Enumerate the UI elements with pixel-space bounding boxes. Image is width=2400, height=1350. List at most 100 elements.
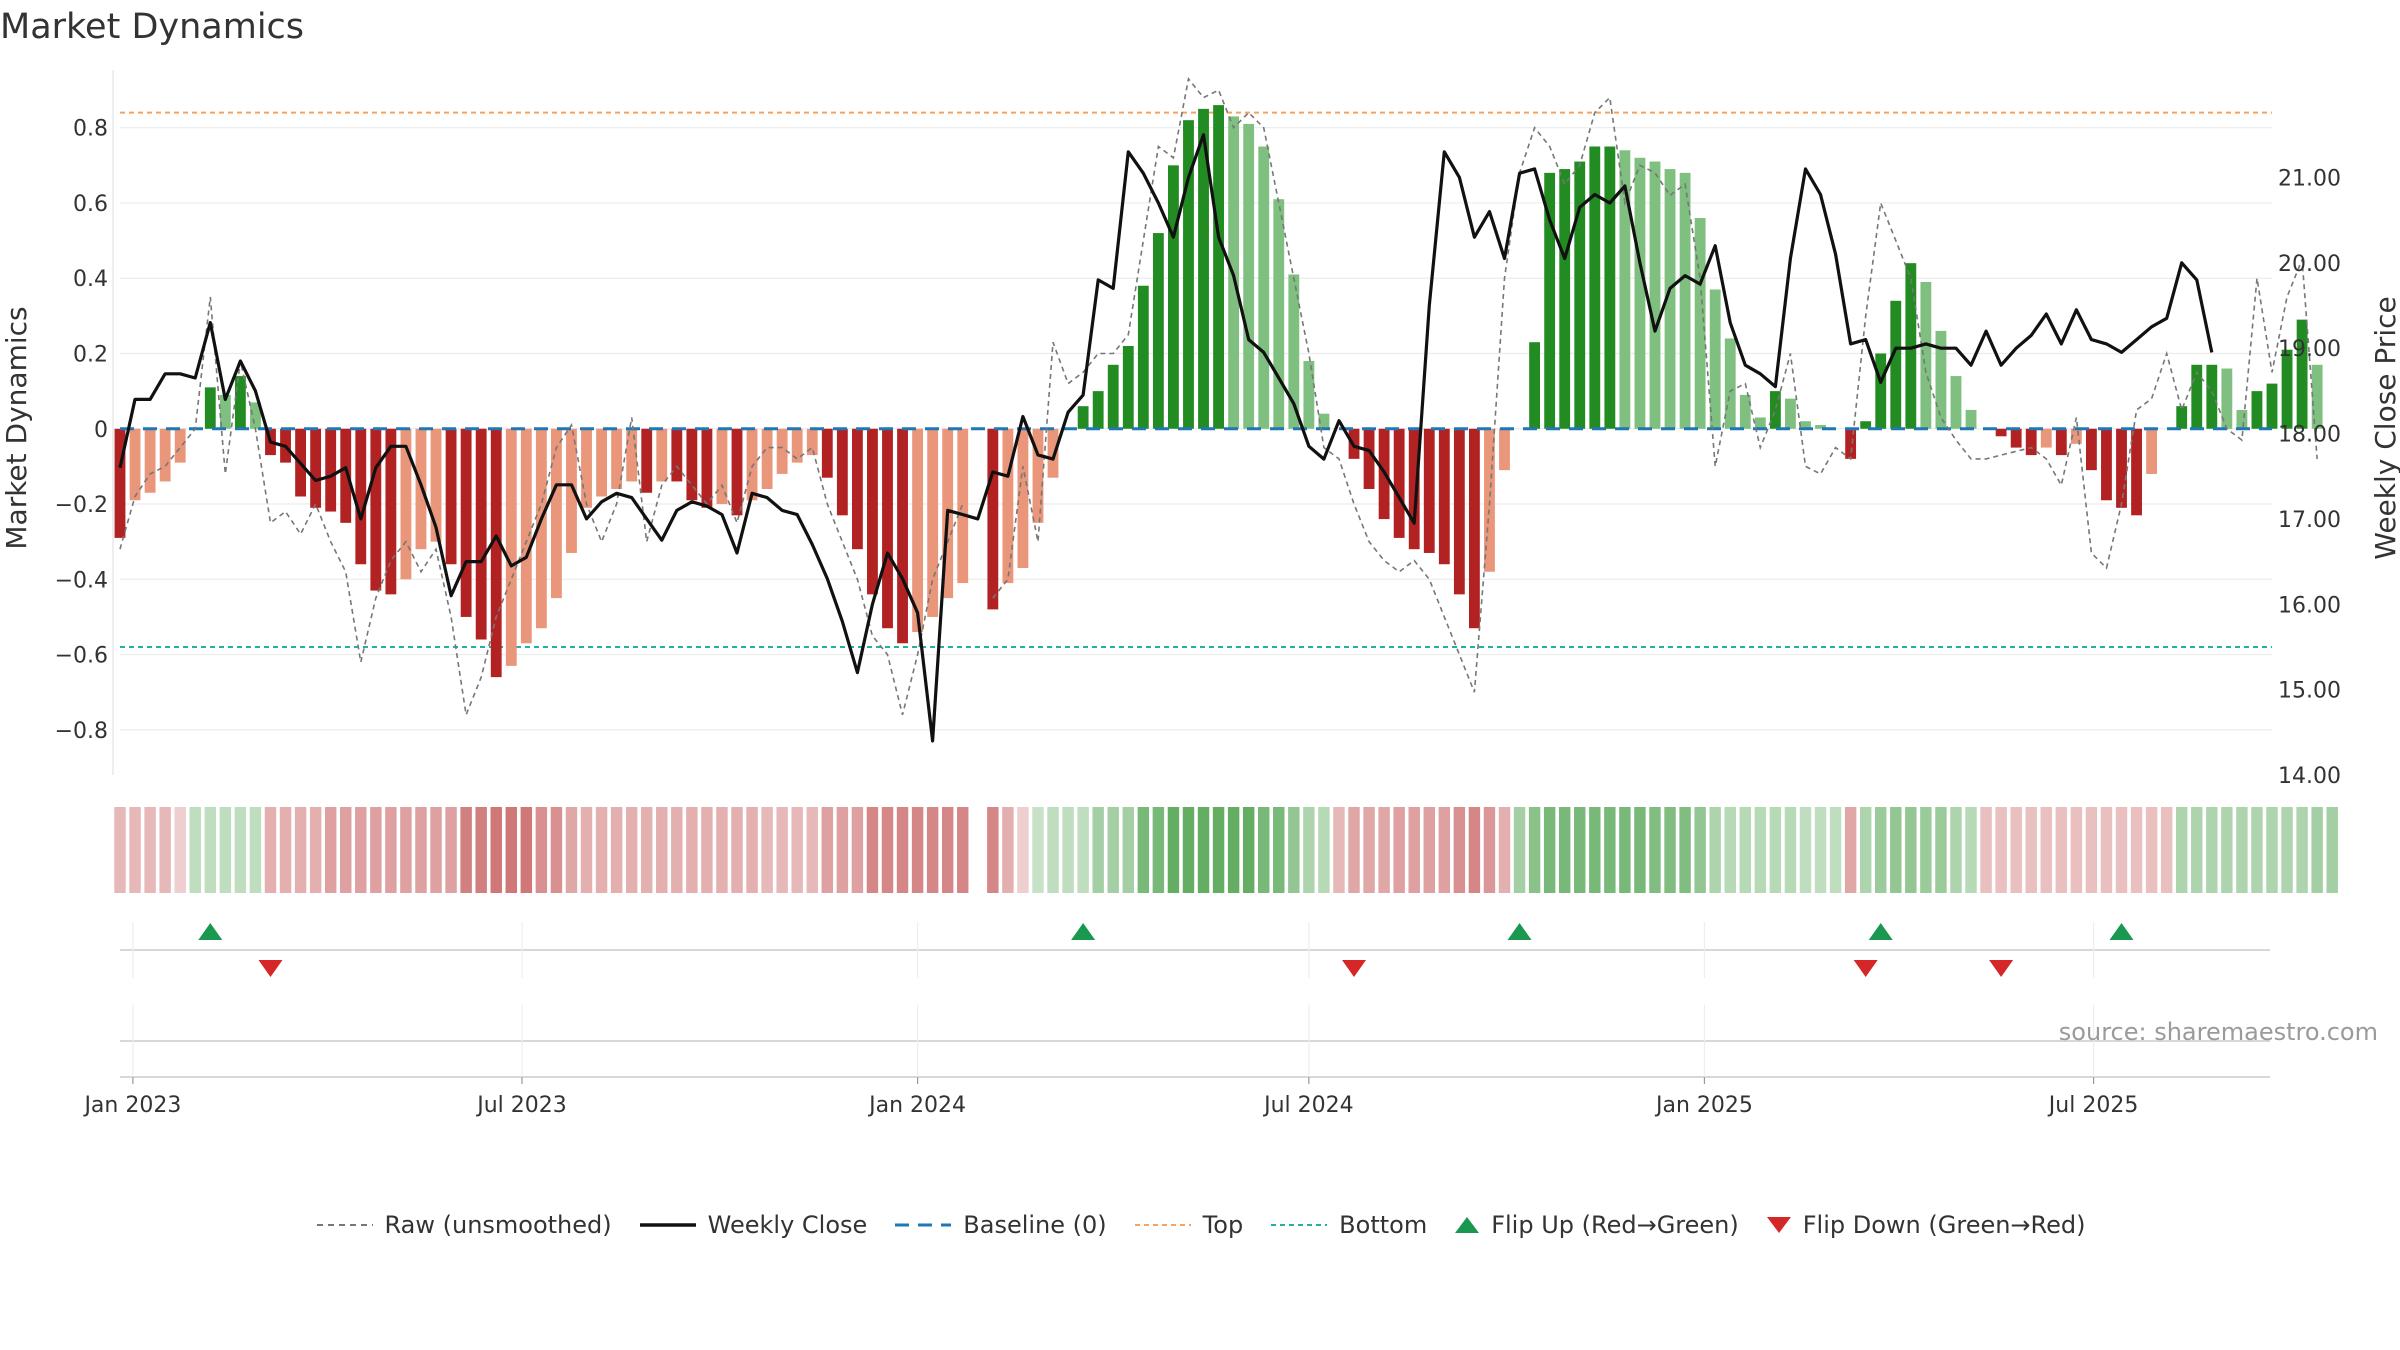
regime-cell — [1859, 807, 1872, 893]
regime-cell — [219, 807, 232, 893]
y-tick-label: 0 — [94, 418, 108, 443]
momentum-bar — [445, 428, 457, 565]
y2-tick-label: 20.00 — [2278, 252, 2341, 277]
main-panel: −0.8 −0.6 −0.4 −0.2 0 0.2 0.4 0.6 0.8 14.00 15.00… — [0, 70, 2400, 789]
regime-cell — [2025, 807, 2037, 893]
regime-cell — [2175, 807, 2188, 893]
momentum-bar — [1243, 123, 1255, 429]
legend-swatch-close — [639, 1223, 696, 1227]
regime-cell — [490, 807, 502, 893]
regime-cell — [716, 807, 728, 893]
momentum-bar — [1619, 150, 1631, 429]
regime-cell — [1498, 807, 1511, 893]
regime-cell — [1980, 807, 1992, 893]
flip-down-marker — [1989, 960, 2014, 977]
regime-cell — [550, 807, 563, 893]
momentum-bar — [1122, 345, 1134, 429]
reference-lines — [120, 111, 2272, 649]
momentum-bar — [1032, 428, 1044, 523]
momentum-bar — [400, 428, 412, 580]
legend-label-baseline: Baseline (0) — [963, 1211, 1107, 1239]
regime-cell — [656, 807, 668, 893]
regime-cell — [1438, 807, 1451, 893]
flip-up-marker — [1868, 923, 1893, 940]
legend-item-top: Top — [1133, 1211, 1243, 1239]
momentum-bar — [1664, 169, 1676, 429]
y-tick-label: 0.2 — [73, 342, 108, 367]
regime-cell — [2040, 807, 2052, 893]
legend-item-bottom: Bottom — [1269, 1211, 1427, 1239]
momentum-bar — [1303, 361, 1315, 429]
y-tick-label: −0.2 — [55, 493, 108, 518]
regime-heat-strip — [114, 807, 2338, 893]
regime-cell — [1077, 807, 1089, 893]
regime-cell — [355, 807, 367, 893]
y2-tick-label: 15.00 — [2278, 679, 2341, 704]
regime-cell — [1047, 807, 1059, 893]
momentum-bar — [2025, 428, 2037, 456]
regime-cell — [1212, 807, 1225, 893]
momentum-bar — [1679, 172, 1691, 429]
momentum-bar — [535, 428, 547, 629]
legend-label-raw: Raw (unsmoothed) — [384, 1211, 612, 1239]
y-tick-label: −0.6 — [55, 644, 108, 669]
regime-cell — [264, 807, 277, 893]
regime-cell — [1724, 807, 1736, 893]
momentum-bar — [219, 394, 231, 429]
momentum-bar — [1965, 409, 1977, 429]
momentum-bar — [1288, 274, 1300, 429]
regime-cell — [1408, 807, 1420, 893]
momentum-bar — [1845, 428, 1857, 459]
momentum-bar — [1529, 342, 1541, 429]
momentum-bar — [897, 428, 908, 644]
regime-cell — [144, 807, 156, 893]
regime-cell — [1152, 807, 1165, 893]
regime-cell — [1935, 807, 1947, 893]
regime-cell — [625, 807, 638, 893]
regime-cell — [1197, 807, 1210, 893]
legend-swatch-flip-up — [1455, 1217, 1480, 1233]
flip-up-marker — [1507, 923, 1532, 940]
momentum-bar — [2116, 428, 2127, 508]
regime-cell — [1634, 807, 1646, 893]
momentum-bar — [2236, 409, 2248, 429]
regime-cell — [1393, 807, 1405, 893]
momentum-bar — [1408, 428, 1420, 550]
regime-cell — [881, 807, 894, 893]
momentum-bar — [1769, 391, 1781, 429]
regime-cell — [746, 807, 758, 893]
momentum-bar — [1152, 233, 1164, 429]
momentum-bar — [1544, 172, 1556, 429]
regime-cell — [460, 807, 472, 893]
regime-cell — [1649, 807, 1661, 893]
regime-cell — [1483, 807, 1496, 893]
regime-cell — [821, 807, 834, 893]
regime-cell — [1844, 807, 1857, 893]
regime-cell — [1002, 807, 1014, 893]
regime-cell — [2221, 807, 2233, 893]
y-tick-label: 0.4 — [73, 267, 108, 292]
regime-cell — [415, 807, 427, 893]
bottom-panel: Jan 2023 Jul 2023 Jan 2024 Jul 2024 Jan 2025… — [82, 1005, 2378, 1118]
regime-cell — [234, 807, 247, 893]
momentum-bar — [1905, 263, 1917, 429]
momentum-bar — [671, 428, 683, 482]
regime-cell — [1784, 807, 1797, 893]
momentum-bar — [851, 428, 863, 550]
regime-cell — [324, 807, 337, 893]
regime-cell — [1799, 807, 1812, 893]
regime-cell — [340, 807, 352, 893]
momentum-bar — [761, 428, 773, 489]
y2-tick-label: 19.00 — [2278, 337, 2341, 362]
momentum-bar — [927, 428, 939, 617]
flip-up-marker — [198, 923, 223, 940]
momentum-bar — [2191, 364, 2203, 429]
regime-cell — [400, 807, 412, 893]
regime-cell — [1589, 807, 1601, 893]
y-tick-label: −0.4 — [55, 568, 108, 593]
legend-label-flip-up: Flip Up (Red→Green) — [1491, 1211, 1739, 1239]
momentum-bar — [520, 428, 532, 644]
regime-cell — [475, 807, 487, 893]
momentum-bar — [1168, 165, 1179, 429]
